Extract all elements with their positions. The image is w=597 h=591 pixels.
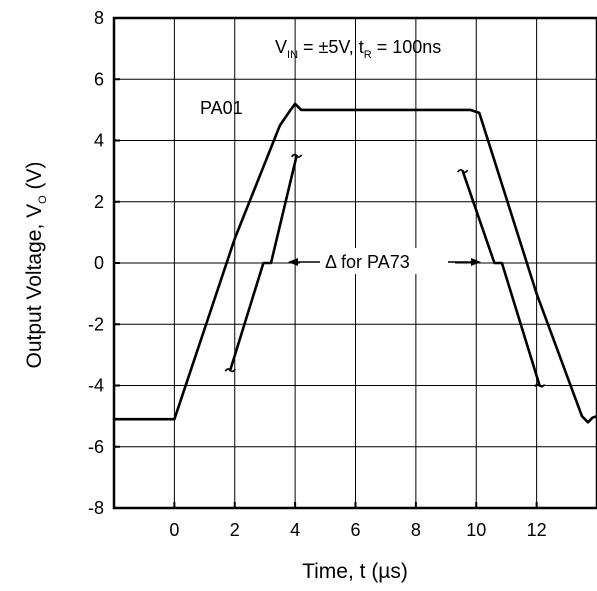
series-group	[112, 102, 597, 424]
trace-end-mark	[224, 368, 236, 373]
delta-label: Δ for PA73	[325, 252, 410, 272]
y-tick-label: 2	[94, 192, 104, 212]
series-line-pa73-falling	[461, 169, 541, 387]
y-axis-title: Output Voltage, VO (V)	[23, 161, 49, 368]
x-tick-label: 2	[230, 520, 240, 540]
delta-arrow-left-head	[288, 258, 298, 266]
pa01-label: PA01	[200, 98, 243, 118]
y-tick-label: 0	[94, 253, 104, 273]
y-tick-labels: 8 6 4 2 0 -2 -4 -6 -8	[88, 8, 104, 518]
y-tick-label: 4	[94, 131, 104, 151]
x-tick-labels: 0 2 4 6 8 10 12	[169, 520, 546, 540]
x-tick-label: 12	[527, 520, 547, 540]
y-tick-label: -4	[88, 376, 104, 396]
y-tick-label: -2	[88, 314, 104, 334]
x-tick-label: 6	[350, 520, 360, 540]
y-tick-label: 8	[94, 8, 104, 28]
trace-end-mark	[290, 153, 303, 158]
delta-annotation: Δ for PA73	[288, 248, 481, 274]
x-tick-label: 0	[169, 520, 179, 540]
y-tick-label: -8	[88, 498, 104, 518]
delta-arrow-right-head	[471, 258, 481, 266]
condition-annotation: VIN = ±5V, tR = 100ns	[275, 37, 441, 61]
x-tick-label: 8	[411, 520, 421, 540]
trace-end-mark	[534, 383, 546, 388]
series-line-pa73-rising	[228, 154, 298, 372]
delta-label-bg	[300, 248, 455, 274]
trace-end-mark	[457, 169, 469, 174]
x-axis-title: Time, t (µs)	[302, 560, 408, 583]
x-tick-label: 4	[290, 520, 300, 540]
series-line-pa01	[112, 102, 597, 424]
axis-ticks	[114, 17, 538, 509]
y-tick-label: 6	[94, 69, 104, 89]
y-tick-label: -6	[88, 437, 104, 457]
x-tick-label: 10	[466, 520, 486, 540]
